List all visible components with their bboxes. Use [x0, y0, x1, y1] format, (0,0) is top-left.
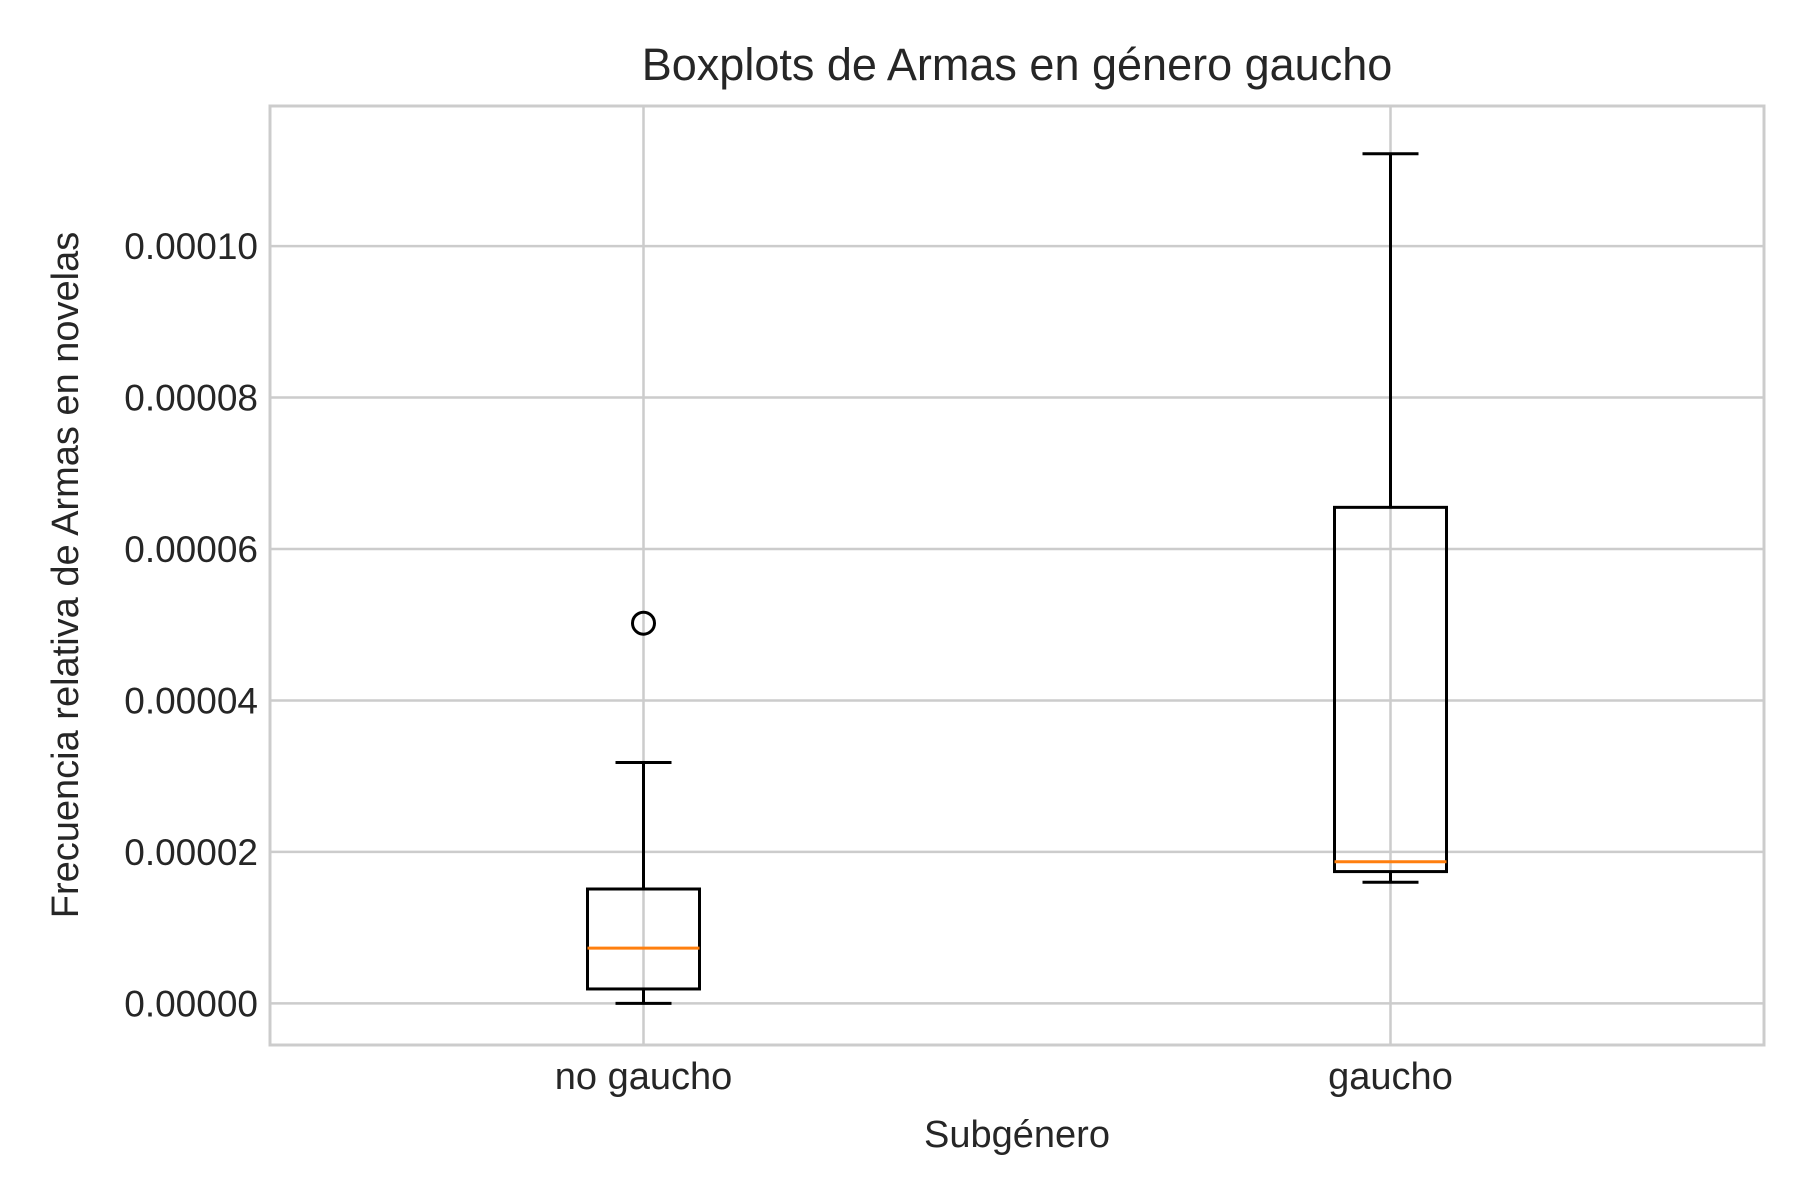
- box-layer: [586, 152, 1448, 1005]
- y-axis-label: Frecuencia relativa de Armas en novelas: [45, 232, 87, 918]
- y-tick-label: 0.00006: [124, 529, 258, 570]
- outlier-point: [631, 610, 656, 636]
- chart-title: Boxplots de Armas en género gaucho: [642, 39, 1393, 90]
- grid-layer: [270, 106, 1764, 1045]
- y-tick-label: 0.00000: [124, 983, 258, 1024]
- box-iqr: [1333, 505, 1448, 874]
- plot-frame: [268, 104, 1766, 1047]
- x-tick-label: no gaucho: [555, 1056, 733, 1098]
- x-axis-label: Subgénero: [924, 1114, 1110, 1156]
- y-tick-label: 0.00008: [124, 378, 258, 419]
- y-tick-label: 0.00002: [124, 832, 258, 873]
- box-iqr: [586, 887, 701, 991]
- x-tick-label: gaucho: [1328, 1056, 1453, 1098]
- tick-layer: 0.00000 0.00002 0.00004 0.00006 0.00008 0.000…: [124, 226, 1453, 1098]
- y-tick-label: 0.00004: [124, 680, 258, 721]
- y-tick-label: 0.00010: [124, 226, 258, 267]
